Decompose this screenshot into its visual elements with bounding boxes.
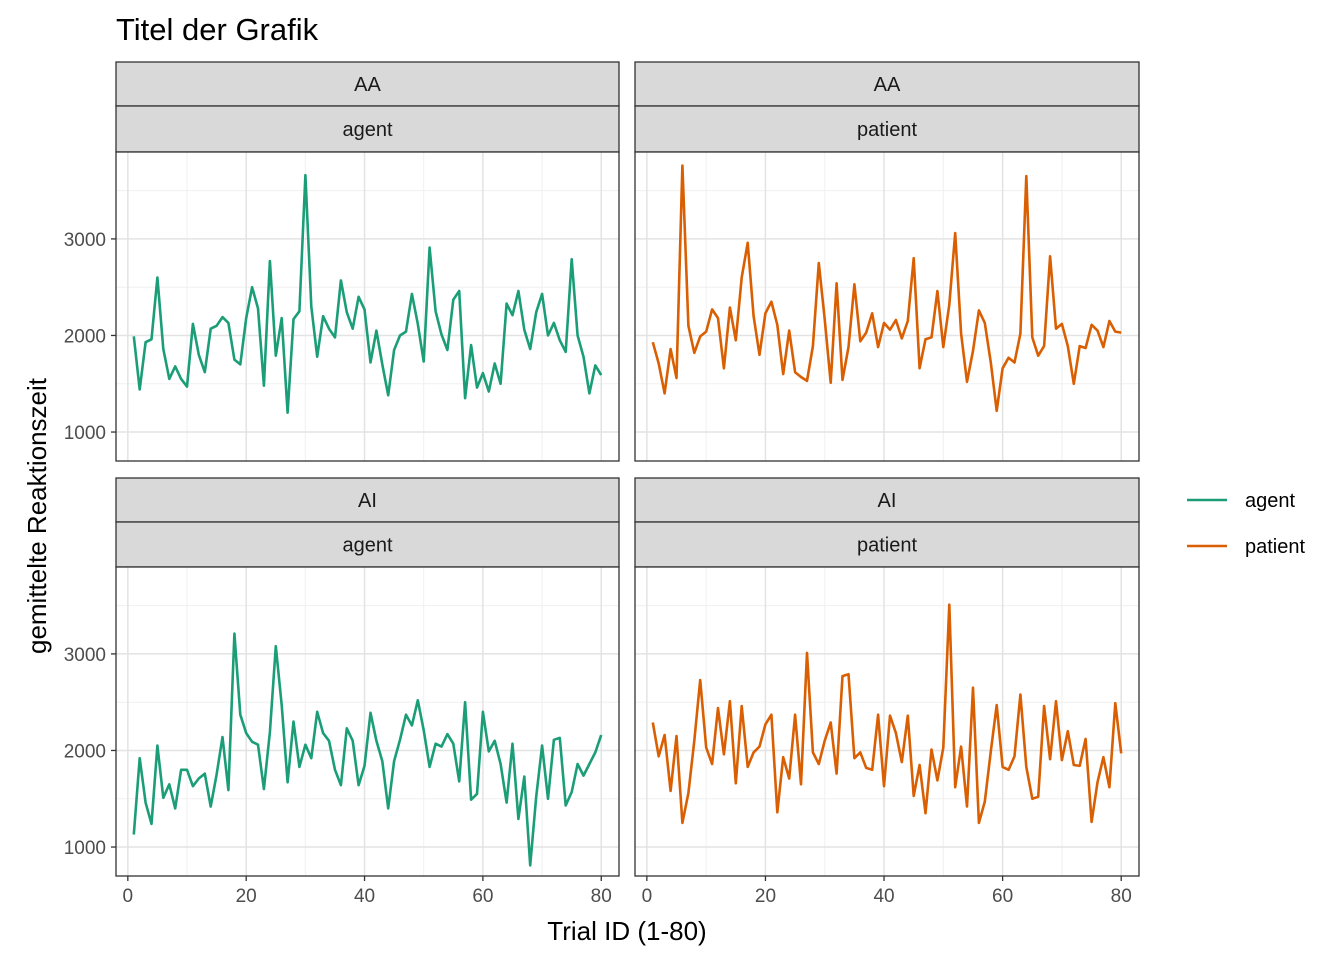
facet-strip-col [115, 105, 620, 153]
y-axis-label: gemittelte Reaktionszeit [22, 377, 52, 654]
x-tick-label: 80 [1111, 886, 1132, 907]
panel-border [115, 566, 620, 877]
series-line-agent [132, 173, 603, 415]
panel-background [635, 152, 1139, 461]
y-tick-label: 2000 [64, 326, 106, 347]
facet-strip-row [634, 61, 1140, 107]
x-tick-label: 0 [123, 886, 134, 907]
facet-strip-col-label: agent [342, 535, 392, 557]
facet-strip-row-label: AI [878, 490, 897, 512]
facet-strip-row-label: AA [354, 74, 381, 96]
facet-strip-row [634, 477, 1140, 523]
series-line-patient [651, 164, 1122, 413]
x-tick-label: 40 [354, 886, 375, 907]
y-tick-label: 3000 [64, 645, 106, 666]
panel-border [634, 566, 1140, 877]
x-tick-label: 40 [873, 886, 894, 907]
legend: agent patient [1187, 490, 1305, 558]
facet-panel: AA patient [634, 61, 1140, 462]
panel-border [634, 151, 1140, 462]
x-axis-label: Trial ID (1-80) [547, 916, 706, 946]
x-tick-label: 80 [591, 886, 612, 907]
y-tick-label: 2000 [64, 741, 106, 762]
facet-strip-row-label: AA [874, 74, 901, 96]
facet-strip-row-label: AI [358, 490, 377, 512]
facet-strip-col [115, 521, 620, 568]
y-tick-label: 3000 [64, 230, 106, 251]
facet-panel: AI patient 0 20 40 60 80 [634, 477, 1140, 907]
x-tick-label: 20 [755, 886, 776, 907]
facet-strip-col-label: agent [342, 119, 392, 141]
x-tick-label: 20 [236, 886, 257, 907]
panel-border [115, 151, 620, 462]
panel-background [116, 152, 619, 461]
facet-panel: AA agent 1000 2000 3000 [64, 61, 620, 462]
y-tick-label: 1000 [64, 423, 106, 444]
facet-strip-col-label: patient [857, 535, 917, 557]
legend-label: patient [1245, 536, 1305, 558]
x-tick-label: 60 [472, 886, 493, 907]
panel-background [635, 567, 1139, 876]
facet-strip-col-label: patient [857, 119, 917, 141]
chart-title: Titel der Grafik [116, 12, 319, 47]
series-line-agent [132, 632, 603, 867]
facets-layer: AAagent100020003000AApatientAIagent10002… [64, 61, 1140, 907]
legend-label: agent [1245, 490, 1295, 512]
y-tick-label: 1000 [64, 838, 106, 859]
facet-strip-col [634, 105, 1140, 153]
x-tick-label: 60 [992, 886, 1013, 907]
facet-strip-row [115, 61, 620, 107]
facet-panel: AI agent 1000 2000 3000 0 20 40 60 80 [64, 477, 620, 907]
facet-strip-row [115, 477, 620, 523]
panel-background [116, 567, 619, 876]
x-tick-label: 0 [642, 886, 653, 907]
series-line-patient [651, 603, 1123, 825]
